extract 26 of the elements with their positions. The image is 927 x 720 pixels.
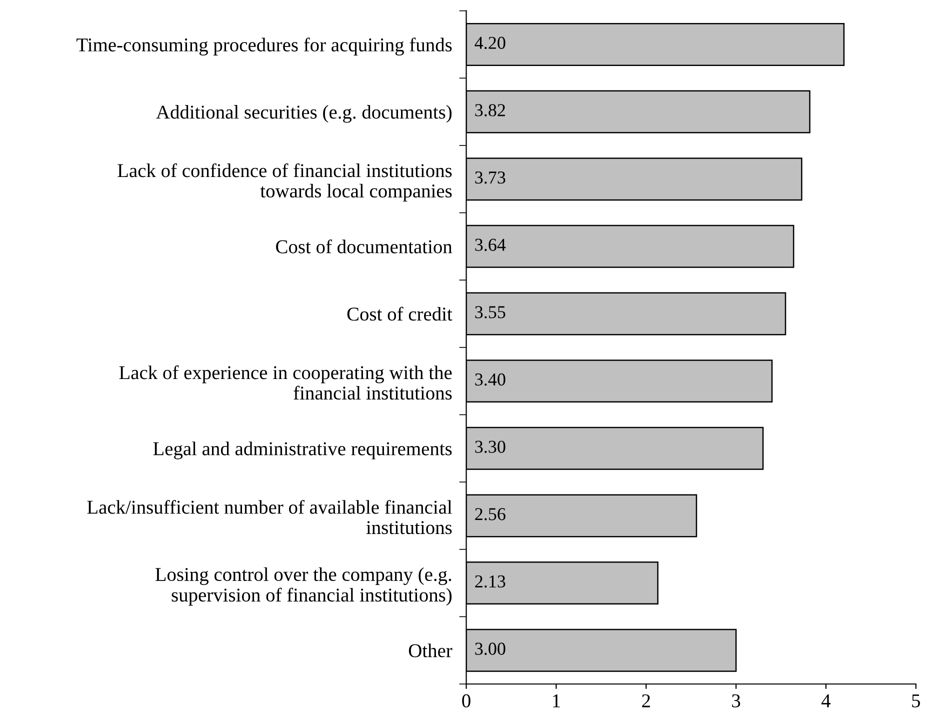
data-label: 3.64 <box>475 238 506 252</box>
y-tick-label: Losing control over the company (e.g. supervision of financial institutions) <box>155 567 452 606</box>
y-tick-label: Time-consuming procedures for acquiring funds <box>76 38 452 56</box>
y-tick-label: Legal and administrative requirements <box>153 442 452 460</box>
data-label: 3.55 <box>475 306 506 318</box>
y-tick-label: Additional securities (e.g. documents) <box>156 105 452 123</box>
data-label: 2.56 <box>475 508 506 520</box>
x-tick-label: 4 <box>821 694 831 708</box>
y-tick-label: Cost of credit <box>347 306 452 321</box>
y-tick-label: Lack/insufficient number of available financial institutions <box>87 500 452 534</box>
data-label: 3.73 <box>475 171 506 184</box>
data-label: 4.20 <box>474 36 506 50</box>
x-tick-label: 2 <box>642 694 650 708</box>
data-label: 3.30 <box>475 440 506 453</box>
x-tick-label: 5 <box>912 694 920 708</box>
y-tick-label: Cost of documentation <box>276 239 452 254</box>
x-tick-label: 1 <box>553 694 560 708</box>
data-label: 3.00 <box>475 642 506 655</box>
data-label: 3.82 <box>475 104 505 116</box>
y-tick-label: Lack of experience in cooperating with the financial institutions <box>119 365 452 400</box>
y-tick-label: Lack of confidence of financial institutions towards local companies <box>118 163 452 202</box>
x-tick-label: 3 <box>732 694 740 708</box>
x-tick-label: 0 <box>462 694 470 708</box>
y-tick-label: Other <box>408 644 452 658</box>
data-label: 2.13 <box>475 575 506 588</box>
data-label: 3.40 <box>475 373 506 386</box>
